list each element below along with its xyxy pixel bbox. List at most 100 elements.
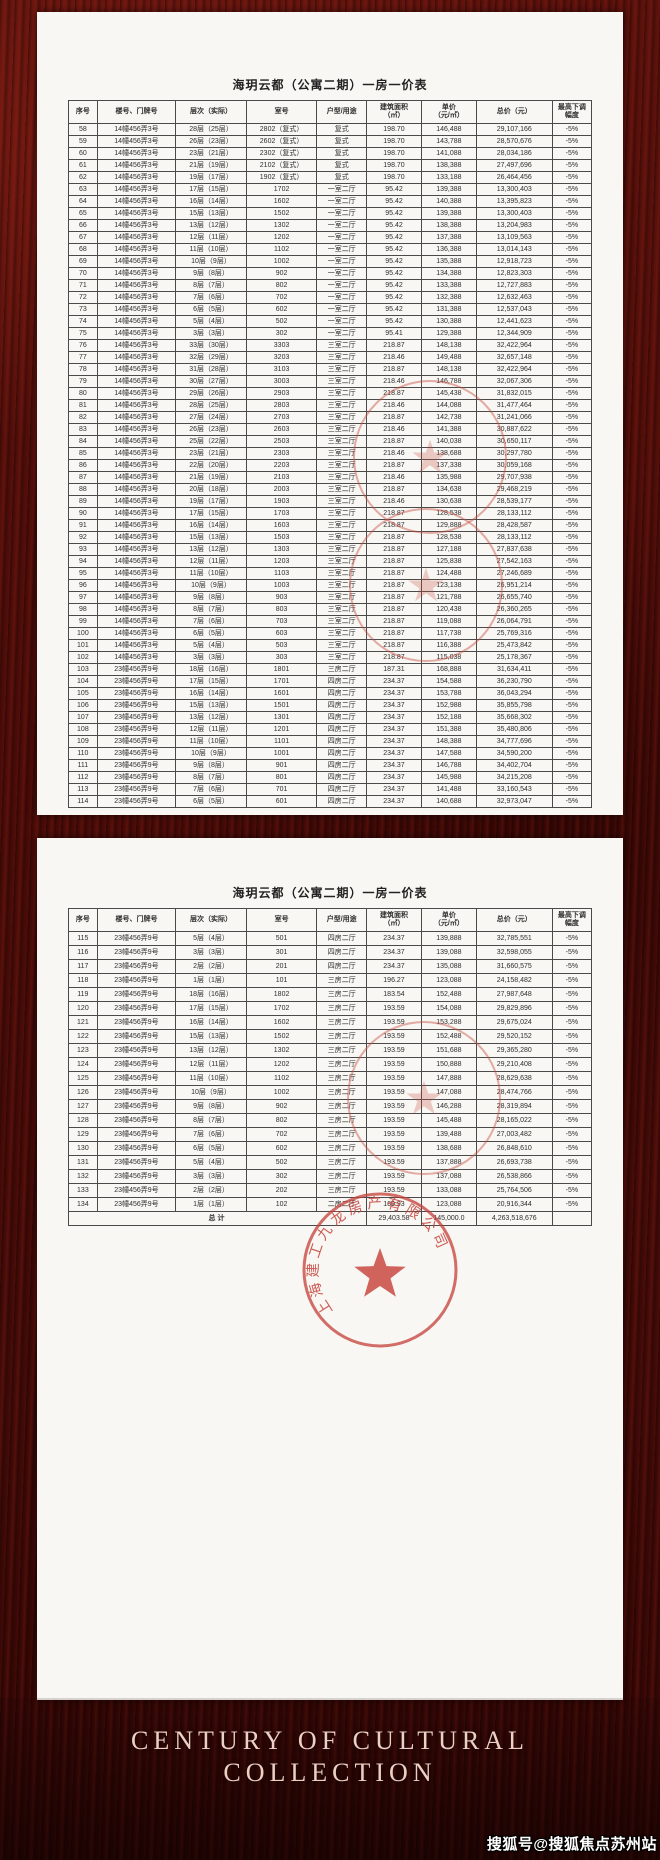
table-row: 120 23幢456弄9号 17层（15层） 1702 三房二厅 193.59 154,08… (68, 1001, 593, 1016)
cell: 23幢456弄9号 (96, 747, 177, 760)
cell: 146,488 (420, 123, 477, 136)
table-row: 83 14幢456弄3号 26层（23层） 2603 三室二厅 218.46 141,388… (68, 423, 593, 436)
cell: 198.70 (366, 123, 422, 136)
cell: 13层（12层） (175, 1043, 247, 1058)
cell: 34,215,208 (475, 771, 553, 784)
cell: 16层（14层） (175, 1015, 247, 1030)
cell: -5% (551, 945, 593, 960)
cell: 151,388 (420, 723, 477, 736)
cell: -5% (551, 1015, 593, 1030)
cell: 95.42 (366, 231, 422, 244)
cell: 14幢456弄3号 (96, 435, 177, 448)
cell: 602 (245, 303, 318, 316)
cell: 14幢456弄3号 (96, 267, 177, 280)
cell: 95.42 (366, 279, 422, 292)
cell: -5% (551, 351, 593, 364)
table-row: 109 23幢456弄9号 11层（10层） 1101 四房二厅 234.37 148,38… (68, 735, 593, 748)
cell: 1002 (245, 1085, 318, 1100)
cell: 四房二厅 (316, 945, 368, 960)
cell: -5% (551, 135, 593, 148)
cell: 6层（5层） (175, 1141, 247, 1156)
cell: 14幢456弄3号 (96, 279, 177, 292)
cell: 2602（复式） (245, 135, 318, 148)
table-row: 87 14幢456弄3号 21层（19层） 2103 三室二厅 218.46 135,988… (68, 471, 593, 484)
cell: 193.59 (366, 1099, 422, 1114)
cell: 218.87 (366, 459, 422, 472)
cell: 94 (68, 555, 98, 568)
cell: 115,038 (420, 651, 477, 664)
cell: 234.37 (366, 675, 422, 688)
cell: 95.42 (366, 267, 422, 280)
cell: 11层（10层） (175, 243, 247, 256)
cell: 12,823,303 (475, 267, 553, 280)
cell: 2703 (245, 411, 318, 424)
cell: 三室二厅 (316, 363, 368, 376)
table-row: 85 14幢456弄3号 23层（21层） 2303 三室二厅 218.46 138,688… (68, 447, 593, 460)
cell: 14幢456弄3号 (96, 543, 177, 556)
cell: 26,064,791 (475, 615, 553, 628)
cell: 8层（7层） (175, 1113, 247, 1128)
cell: 28,629,638 (475, 1071, 553, 1086)
cell: 28,539,177 (475, 495, 553, 508)
cell: 四房二厅 (316, 687, 368, 700)
cell: -5% (551, 243, 593, 256)
cell: 复式 (316, 135, 368, 148)
table-row: 63 14幢456弄3号 17层（15层） 1702 一室二厅 95.42 139,388 1… (68, 183, 593, 196)
cell: 193.59 (366, 1169, 422, 1184)
cell: 152,988 (420, 699, 477, 712)
table-header-cell: 楼号、门牌号 (96, 908, 177, 932)
cell: 25,769,316 (475, 627, 553, 640)
cell: 三房二厅 (316, 1169, 368, 1184)
cell: 复式 (316, 159, 368, 172)
cell: 7层（6层） (175, 615, 247, 628)
cell: 14幢456弄3号 (96, 447, 177, 460)
cell: 三室二厅 (316, 435, 368, 448)
cell: 187.31 (366, 663, 422, 676)
cell: -5% (551, 1141, 593, 1156)
table-row: 126 23幢456弄9号 10层（9层） 1002 三房二厅 193.59 147,088… (68, 1085, 593, 1100)
cell: 127 (68, 1099, 98, 1114)
cell: 79 (68, 375, 98, 388)
cell: 3层（3层） (175, 651, 247, 664)
cell: 69 (68, 255, 98, 268)
cell: 901 (245, 759, 318, 772)
cell: 1701 (245, 675, 318, 688)
table-row: 107 23幢456弄9号 13层（12层） 1301 四房二厅 234.37 152,18… (68, 711, 593, 724)
cell: 131 (68, 1155, 98, 1170)
table-row: 64 14幢456弄3号 16层（14层） 1602 一室二厅 95.42 140,388 1… (68, 195, 593, 208)
cell: 5层（4层） (175, 315, 247, 328)
cell: 218.87 (366, 591, 422, 604)
cell: 三室二厅 (316, 351, 368, 364)
cell: 95.42 (366, 315, 422, 328)
cell: 103 (68, 663, 98, 676)
table-header-cell: 户型/用途 (316, 908, 368, 932)
table-row: 132 23幢456弄9号 3层（3层） 302 三房二厅 193.59 137,088 26… (68, 1169, 593, 1184)
cell: 23幢456弄9号 (96, 931, 177, 946)
cell: -5% (551, 1155, 593, 1170)
cell: 23幢456弄9号 (96, 959, 177, 974)
cell: 1102 (245, 243, 318, 256)
cell: 23幢456弄9号 (96, 987, 177, 1002)
cell: 一室二厅 (316, 243, 368, 256)
cell: 60 (68, 147, 98, 160)
cell: 三室二厅 (316, 579, 368, 592)
cell: 26,951,214 (475, 579, 553, 592)
cell: 四房二厅 (316, 711, 368, 724)
cell: 302 (245, 1169, 318, 1184)
cell: 128,538 (420, 531, 477, 544)
cell: -5% (551, 267, 593, 280)
cell: 135,988 (420, 471, 477, 484)
table-row: 128 23幢456弄9号 8层（7层） 802 三房二厅 193.59 145,488 28… (68, 1113, 593, 1128)
cell: 12层（11层） (175, 555, 247, 568)
table-header-cell: 室号 (245, 908, 318, 932)
cell: 四房二厅 (316, 735, 368, 748)
cell: 14幢456弄3号 (96, 603, 177, 616)
cell: -5% (551, 423, 593, 436)
cell: 123,088 (420, 973, 477, 988)
table-row: 102 14幢456弄3号 3层（3层） 303 三室二厅 218.87 115,038 25… (68, 651, 593, 664)
cell: 116 (68, 945, 98, 960)
cell: 152,488 (420, 987, 477, 1002)
cell: 88 (68, 483, 98, 496)
cell: 12,441,623 (475, 315, 553, 328)
cell: 14幢456弄3号 (96, 315, 177, 328)
